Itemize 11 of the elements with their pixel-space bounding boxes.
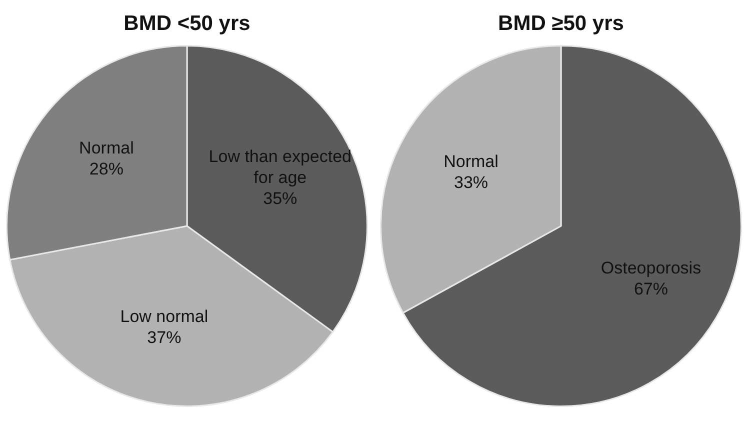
chart-title: BMD ≥50 yrs xyxy=(498,12,624,37)
data-label: 35% xyxy=(263,189,298,208)
slice-label: Normal xyxy=(444,152,498,171)
data-label: 37% xyxy=(147,328,182,348)
data-label: 28% xyxy=(89,160,124,179)
data-label: 67% xyxy=(634,279,668,298)
data-label: 33% xyxy=(454,172,488,192)
slice-label: Low normal xyxy=(120,307,208,326)
chart-title: BMD <50 yrs xyxy=(124,12,250,37)
slice-label: Osteoporosis xyxy=(600,258,702,278)
slice-label: Normal xyxy=(79,138,134,158)
